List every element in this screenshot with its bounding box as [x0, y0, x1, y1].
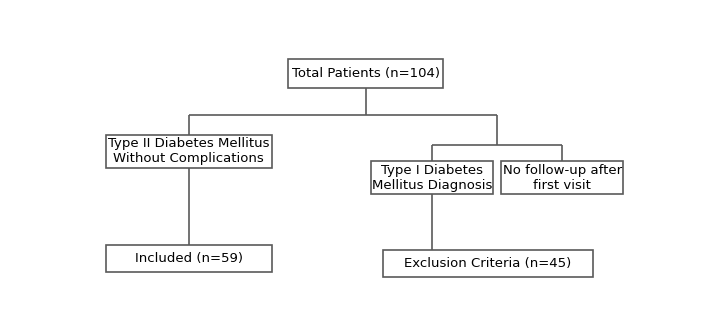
FancyBboxPatch shape — [383, 250, 593, 277]
FancyBboxPatch shape — [106, 245, 272, 271]
Text: No follow-up after
first visit: No follow-up after first visit — [503, 164, 622, 192]
FancyBboxPatch shape — [288, 59, 443, 88]
Text: Type I Diabetes
Mellitus Diagnosis: Type I Diabetes Mellitus Diagnosis — [372, 164, 493, 192]
FancyBboxPatch shape — [106, 135, 272, 168]
FancyBboxPatch shape — [371, 161, 493, 194]
FancyBboxPatch shape — [501, 161, 623, 194]
Text: Total Patients (n=104): Total Patients (n=104) — [292, 67, 440, 80]
Text: Type II Diabetes Mellitus
Without Complications: Type II Diabetes Mellitus Without Compli… — [108, 137, 270, 165]
Text: Exclusion Criteria (n=45): Exclusion Criteria (n=45) — [404, 257, 571, 270]
Text: Included (n=59): Included (n=59) — [135, 252, 243, 265]
